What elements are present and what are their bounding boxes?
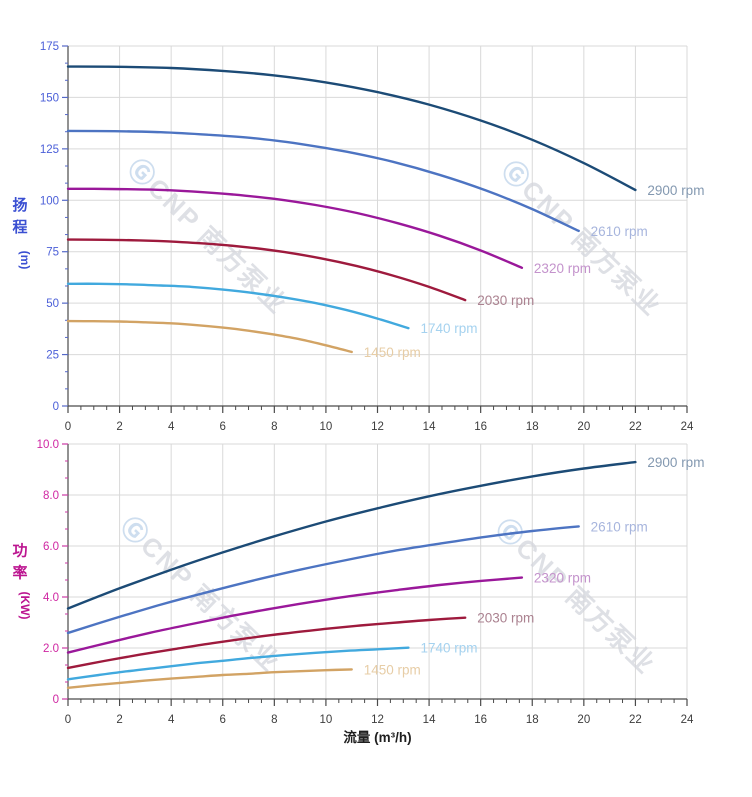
head-x-tick-label: 8 xyxy=(271,421,277,433)
head-x-tick-label: 6 xyxy=(220,421,226,433)
head-curve-label-2900: 2900 rpm xyxy=(647,183,704,198)
head-curve-label-2610: 2610 rpm xyxy=(591,224,648,239)
head-curve-label-1450: 1450 rpm xyxy=(364,345,421,360)
head-curve-2900 xyxy=(66,65,637,192)
power-x-tick-label: 16 xyxy=(474,714,487,726)
head-x-tick-label: 14 xyxy=(423,421,436,433)
power-x-tick-label: 12 xyxy=(371,714,384,726)
power-y-tick-label: 8.0 xyxy=(43,490,59,502)
power-x-tick-label: 0 xyxy=(65,714,71,726)
power-y-axis-title: 率 xyxy=(12,564,27,582)
head-x-tick-label: 4 xyxy=(168,421,175,433)
power-x-tick-label: 4 xyxy=(168,714,175,726)
power-y-tick-label: 6.0 xyxy=(43,541,59,553)
power-curve-2320 xyxy=(66,576,524,654)
head-curve-label-2030: 2030 rpm xyxy=(477,293,534,308)
head-curve-2610 xyxy=(66,129,580,233)
head-y-tick-label: 175 xyxy=(40,41,59,53)
head-x-tick-label: 24 xyxy=(681,421,694,433)
head-curve-label-1740: 1740 rpm xyxy=(420,321,477,336)
head-x-tick-label: 12 xyxy=(371,421,384,433)
power-x-tick-label: 22 xyxy=(629,714,642,726)
power-curve-2030 xyxy=(66,616,467,670)
power-x-tick-label: 24 xyxy=(681,714,694,726)
power-curve-2900 xyxy=(66,460,637,610)
power-x-tick-label: 2 xyxy=(116,714,122,726)
power-curve-label-2320: 2320 rpm xyxy=(534,571,591,586)
power-y-axis-title: 功 xyxy=(12,543,27,560)
head-x-tick-label: 20 xyxy=(577,421,590,433)
power-y-tick-label: 0 xyxy=(53,694,59,706)
head-curve-1740 xyxy=(66,282,410,330)
head-curve-2320 xyxy=(66,187,524,269)
power-curve-label-2030: 2030 rpm xyxy=(477,611,534,626)
head-curve-2030 xyxy=(66,238,467,302)
head-y-tick-label: 150 xyxy=(40,92,59,104)
head-x-tick-label: 18 xyxy=(526,421,539,433)
head-x-tick-label: 10 xyxy=(320,421,333,433)
head-x-tick-label: 0 xyxy=(65,421,71,433)
power-curve-1740 xyxy=(66,646,410,681)
power-curve-label-2900: 2900 rpm xyxy=(647,455,704,470)
power-x-tick-label: 14 xyxy=(423,714,436,726)
power-x-tick-label: 8 xyxy=(271,714,277,726)
power-x-tick-label: 10 xyxy=(320,714,333,726)
head-y-tick-label: 125 xyxy=(40,144,59,156)
power-y-tick-label: 2.0 xyxy=(43,643,59,655)
head-y-tick-label: 0 xyxy=(53,401,59,413)
head-y-tick-label: 50 xyxy=(46,298,59,310)
power-x-tick-label: 20 xyxy=(577,714,590,726)
head-x-tick-label: 2 xyxy=(116,421,122,433)
x-axis-title: 流量 (m³/h) xyxy=(343,729,411,745)
head-y-tick-label: 25 xyxy=(46,350,59,362)
head-y-tick-label: 75 xyxy=(46,247,59,259)
power-y-axis-unit: (KW) xyxy=(18,592,32,620)
head-y-axis-unit: (m) xyxy=(18,251,32,270)
head-y-tick-label: 100 xyxy=(40,195,59,207)
power-curve-label-1450: 1450 rpm xyxy=(364,662,421,677)
head-curve-label-2320: 2320 rpm xyxy=(534,261,591,276)
power-curve-label-2610: 2610 rpm xyxy=(591,519,648,534)
power-x-tick-label: 18 xyxy=(526,714,539,726)
power-y-tick-label: 4.0 xyxy=(43,592,59,604)
power-curve-2610 xyxy=(66,525,580,635)
head-y-axis-title: 程 xyxy=(12,219,27,236)
head-x-tick-label: 16 xyxy=(474,421,487,433)
power-curve-1450 xyxy=(66,668,353,689)
power-curve-label-1740: 1740 rpm xyxy=(420,641,477,656)
head-curve-1450 xyxy=(66,319,353,354)
head-x-tick-label: 22 xyxy=(629,421,642,433)
head-y-axis-title: 扬 xyxy=(12,196,27,214)
power-y-tick-label: 10.0 xyxy=(37,439,59,451)
power-x-tick-label: 6 xyxy=(220,714,226,726)
